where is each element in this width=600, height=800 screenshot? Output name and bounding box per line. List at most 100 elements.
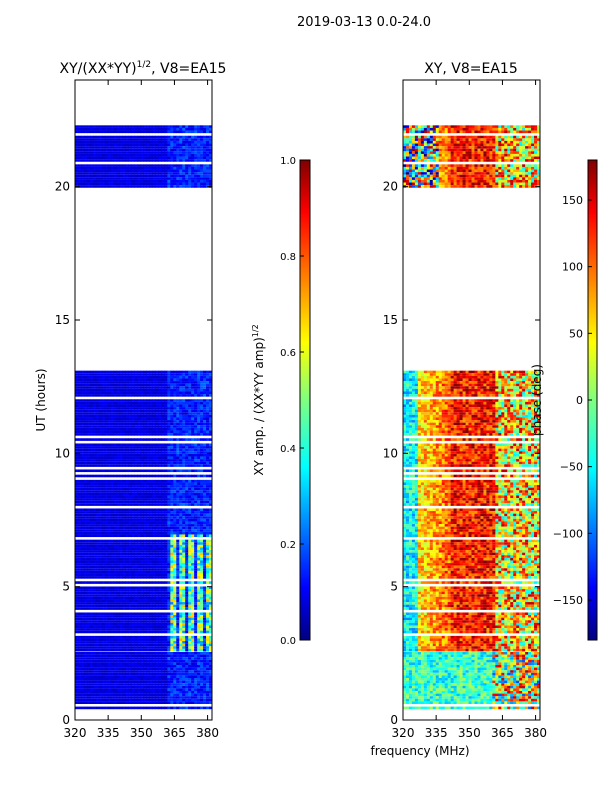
amplitude-cell bbox=[182, 680, 186, 684]
amplitude-cell bbox=[164, 409, 168, 413]
amplitude-cell bbox=[104, 607, 109, 610]
amplitude-cell bbox=[161, 508, 165, 512]
amplitude-cell bbox=[95, 675, 100, 678]
amplitude-cell bbox=[197, 401, 201, 405]
amplitude-cell bbox=[158, 485, 162, 488]
amplitude-cell bbox=[149, 417, 153, 421]
amplitude-cell bbox=[170, 544, 174, 548]
amplitude-cell bbox=[188, 391, 192, 395]
amplitude-cell bbox=[128, 381, 132, 384]
amplitude-cell bbox=[86, 381, 91, 384]
amplitude-cell bbox=[113, 662, 118, 665]
amplitude-cell bbox=[110, 659, 115, 663]
amplitude-cell bbox=[122, 401, 127, 405]
amplitude-cell bbox=[83, 391, 88, 395]
amplitude-cell bbox=[122, 581, 127, 584]
amplitude-cell bbox=[116, 604, 121, 608]
amplitude-cell bbox=[122, 701, 127, 704]
amplitude-cell bbox=[98, 479, 103, 483]
amplitude-cell bbox=[113, 665, 118, 668]
amplitude-cell bbox=[125, 563, 130, 566]
amplitude-cell bbox=[158, 381, 162, 384]
amplitude-cell bbox=[194, 662, 198, 665]
amplitude-cell bbox=[149, 425, 153, 428]
amplitude-cell bbox=[197, 485, 201, 488]
amplitude-cell bbox=[143, 547, 147, 551]
amplitude-cell bbox=[182, 612, 186, 616]
amplitude-cell bbox=[98, 503, 103, 506]
amplitude-cell bbox=[122, 521, 127, 525]
amplitude-cell bbox=[77, 500, 82, 504]
amplitude-cell bbox=[92, 375, 97, 379]
amplitude-cell bbox=[176, 524, 180, 527]
amplitude-cell bbox=[173, 570, 177, 574]
amplitude-cell bbox=[188, 594, 192, 597]
amplitude-cell bbox=[113, 394, 118, 397]
amplitude-heatmap-row bbox=[75, 370, 212, 374]
amplitude-cell bbox=[179, 461, 183, 465]
amplitude-cell bbox=[89, 672, 94, 676]
amplitude-cell bbox=[104, 691, 109, 694]
amplitude-cell bbox=[122, 456, 127, 460]
amplitude-cell bbox=[149, 555, 153, 558]
amplitude-cell bbox=[191, 657, 195, 660]
amplitude-cell bbox=[209, 563, 212, 566]
amplitude-cell bbox=[83, 511, 88, 514]
amplitude-cell bbox=[101, 662, 106, 665]
amplitude-cell bbox=[179, 521, 183, 525]
amplitude-cell bbox=[122, 443, 127, 447]
amplitude-cell bbox=[173, 453, 177, 457]
amplitude-cell bbox=[134, 552, 138, 556]
amplitude-cell bbox=[140, 672, 144, 676]
amplitude-cell bbox=[125, 482, 130, 486]
amplitude-cell bbox=[95, 451, 100, 454]
amplitude-cell bbox=[176, 665, 180, 668]
amplitude-cell bbox=[107, 659, 112, 663]
amplitude-cell bbox=[125, 691, 130, 694]
amplitude-cell bbox=[101, 576, 106, 579]
amplitude-cell bbox=[110, 482, 115, 486]
amplitude-cell bbox=[92, 420, 97, 423]
amplitude-cell bbox=[95, 456, 100, 460]
amplitude-cell bbox=[134, 654, 138, 658]
amplitude-cell bbox=[131, 550, 135, 553]
amplitude-cell bbox=[140, 563, 144, 566]
amplitude-cell bbox=[167, 495, 171, 499]
amplitude-cell bbox=[101, 683, 106, 686]
amplitude-cell bbox=[77, 438, 82, 441]
amplitude-cell bbox=[92, 688, 97, 691]
amplitude-cell bbox=[170, 485, 174, 488]
amplitude-cell bbox=[179, 391, 183, 395]
amplitude-cell bbox=[101, 531, 106, 535]
amplitude-cell bbox=[194, 691, 198, 694]
amplitude-cell bbox=[89, 443, 94, 447]
amplitude-cell bbox=[182, 607, 186, 610]
amplitude-cell bbox=[137, 675, 141, 678]
amplitude-cell bbox=[179, 524, 183, 527]
amplitude-cell bbox=[125, 456, 130, 460]
amplitude-cell bbox=[92, 388, 97, 392]
amplitude-cell bbox=[146, 706, 150, 710]
amplitude-cell bbox=[75, 701, 79, 704]
amplitude-cell bbox=[125, 388, 130, 392]
amplitude-cell bbox=[83, 446, 88, 449]
amplitude-cell bbox=[182, 542, 186, 545]
amplitude-cell bbox=[137, 474, 141, 478]
amplitude-cell bbox=[134, 678, 138, 681]
amplitude-cell bbox=[140, 425, 144, 428]
amplitude-cell bbox=[155, 399, 159, 402]
amplitude-cell bbox=[83, 547, 88, 551]
amplitude-cell bbox=[158, 469, 162, 473]
amplitude-cell bbox=[179, 427, 183, 431]
amplitude-cell bbox=[131, 503, 135, 506]
amplitude-cell bbox=[92, 539, 97, 543]
amplitude-cell bbox=[191, 407, 195, 410]
amplitude-cell bbox=[209, 698, 212, 702]
amplitude-cell bbox=[89, 383, 94, 387]
amplitude-cell bbox=[131, 438, 135, 441]
amplitude-cell bbox=[75, 670, 79, 673]
amplitude-cell bbox=[167, 680, 171, 684]
amplitude-cell bbox=[149, 557, 153, 561]
amplitude-cell bbox=[140, 675, 144, 678]
amplitude-cell bbox=[95, 657, 100, 660]
